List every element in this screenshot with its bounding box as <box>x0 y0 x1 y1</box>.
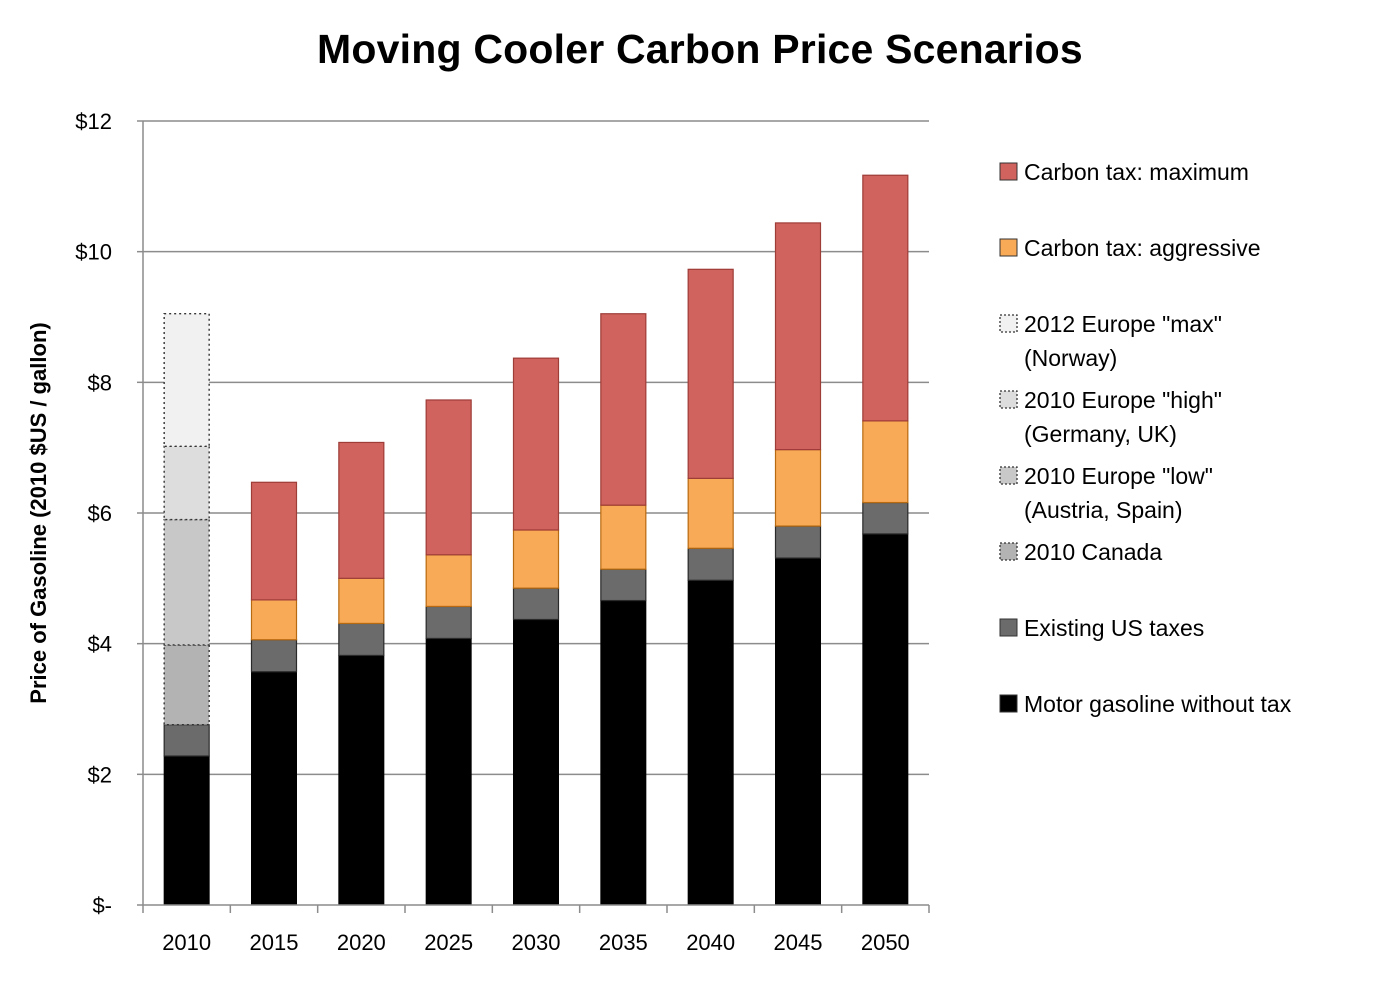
bar-segment <box>862 174 909 422</box>
bar-segment <box>600 504 647 570</box>
x-tick-label: 2040 <box>686 930 735 955</box>
x-tick-label: 2050 <box>861 930 910 955</box>
bar-segment <box>512 529 560 589</box>
bar-segment <box>163 313 210 448</box>
bar-segment <box>425 605 472 640</box>
bar-segment <box>862 420 909 504</box>
bar-segment <box>687 579 734 906</box>
x-tick-label: 2020 <box>337 930 386 955</box>
legend-swatch <box>999 618 1018 637</box>
y-tick-label: $8 <box>88 370 112 395</box>
legend-label: Motor gasoline without tax <box>1024 691 1292 717</box>
legend-swatch <box>999 162 1018 181</box>
legend-swatch <box>999 314 1018 333</box>
bar-segment <box>600 568 647 602</box>
bar-segment <box>250 481 298 601</box>
y-tick-label: $6 <box>88 501 112 526</box>
legend-label: (Austria, Spain) <box>1024 497 1183 523</box>
bar-segment <box>250 639 298 673</box>
legend-label: Carbon tax: maximum <box>1024 159 1249 185</box>
legend-label: 2012 Europe "max" <box>1024 311 1222 337</box>
y-axis-title: Price of Gasoline (2010 $US / gallon) <box>26 322 51 703</box>
bar-segment <box>163 755 210 906</box>
bar-segment <box>600 600 647 906</box>
bar-segment <box>775 557 821 906</box>
bar-segment <box>425 399 472 556</box>
legend-label: (Norway) <box>1024 345 1117 371</box>
legend-label: (Germany, UK) <box>1024 421 1177 447</box>
x-tick-label: 2030 <box>512 930 561 955</box>
legend-label: Existing US taxes <box>1024 615 1204 641</box>
legend-swatch <box>999 694 1018 713</box>
bar-segment <box>512 587 560 621</box>
x-tick-label: 2025 <box>424 930 473 955</box>
y-tick-label: $2 <box>88 762 112 787</box>
bar-segment <box>338 622 385 657</box>
bar-segment <box>862 501 909 535</box>
bar-segment <box>600 313 647 506</box>
bar-segment <box>513 618 559 906</box>
bar-segment <box>687 477 734 549</box>
chart-title: Moving Cooler Carbon Price Scenarios <box>317 26 1083 72</box>
legend-swatch <box>999 238 1018 257</box>
bar-segment <box>163 518 210 646</box>
y-tick-label: $- <box>92 893 112 918</box>
y-tick-label: $12 <box>75 109 112 134</box>
legend-label: Carbon tax: aggressive <box>1024 235 1261 261</box>
legend-swatch <box>999 390 1018 409</box>
legend-swatch <box>999 542 1018 561</box>
y-tick-label: $4 <box>88 632 112 657</box>
bar-segment <box>251 671 297 906</box>
bar-segment <box>163 445 210 521</box>
legend-label: 2010 Europe "low" <box>1024 463 1213 489</box>
bar-segment <box>774 525 822 559</box>
x-tick-label: 2010 <box>162 930 211 955</box>
legend-swatch <box>999 466 1018 485</box>
legend-label: 2010 Europe "high" <box>1024 387 1222 413</box>
bar-segment <box>425 554 472 608</box>
x-tick-label: 2035 <box>599 930 648 955</box>
bar-segment <box>862 533 909 906</box>
bar-segment <box>512 357 560 531</box>
bar-segment <box>774 222 822 451</box>
x-tick-label: 2015 <box>250 930 299 955</box>
legend-label: 2010 Canada <box>1024 539 1162 565</box>
x-tick-label: 2045 <box>774 930 823 955</box>
bar-segment <box>163 724 210 757</box>
bar-segment <box>338 577 385 625</box>
bar-segment <box>425 637 472 906</box>
bar-segment <box>338 654 385 906</box>
bar-segment <box>687 547 734 581</box>
bar-segment <box>163 644 210 726</box>
bar-segment <box>774 449 822 527</box>
bar-segment <box>338 441 385 579</box>
bar-segment <box>687 268 734 479</box>
y-tick-label: $10 <box>75 240 112 265</box>
bar-segment <box>250 599 298 641</box>
